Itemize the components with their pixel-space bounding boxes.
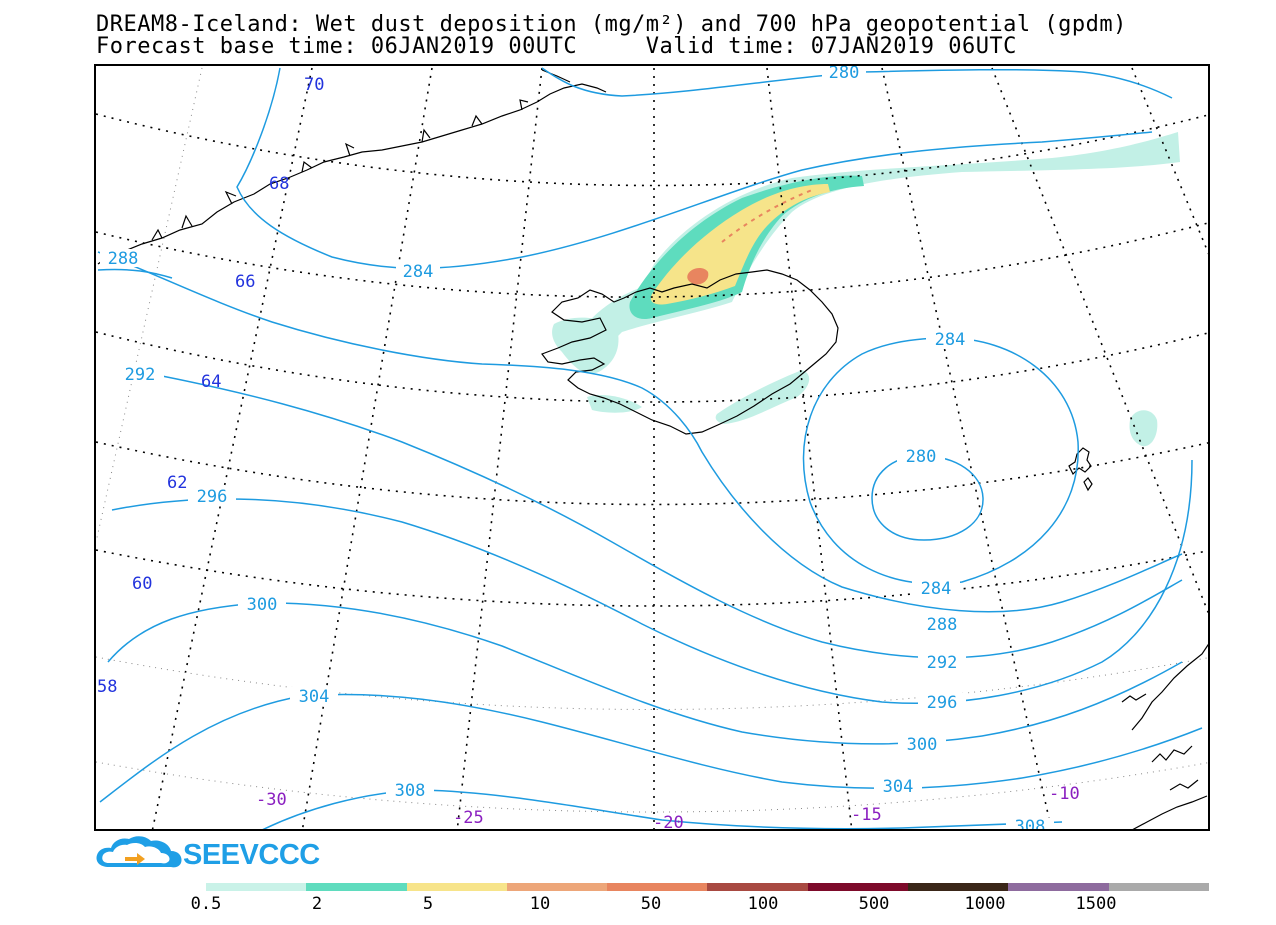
contour-284-low [802,337,1079,585]
legend-swatch [506,883,608,891]
longitude-label: -15 [851,805,882,825]
geopotential-contours [97,67,1203,829]
legend-swatch [807,883,909,891]
map-canvas: 280 284 288 288 292 292 296 296 300 300 … [96,66,1208,831]
contour-label: 284 [403,262,434,282]
contour-300 [107,602,1183,745]
dust-plume-orange-spot [687,268,709,285]
legend-label: 1000 [964,894,1006,914]
contour-label: 280 [829,66,860,83]
contour-label: 284 [921,579,952,599]
legend-swatch [607,883,708,891]
coastlines [97,69,1208,829]
legend-swatch [1008,883,1109,891]
contour-label: 280 [906,447,937,467]
legend-label: 2 [311,894,323,914]
contour-label: 292 [125,365,156,385]
contour-west-coast [97,268,173,279]
graticule [96,67,1208,829]
contour-labels: 280 284 288 288 292 292 296 296 300 300 … [100,66,1054,831]
longitude-label: -30 [256,790,287,810]
legend-label: 0.5 [190,894,222,914]
seevccc-logo-text: SEEVCCC [183,839,320,871]
latitude-label: 62 [167,473,187,493]
legend-swatch [306,883,407,891]
contour-label: 288 [108,249,139,269]
legend-swatch [707,883,808,891]
contour-304 [99,693,1203,803]
legend-labels: 0.5 2 5 10 50 100 500 1000 1500 [0,894,1276,914]
longitude-label: -10 [1049,784,1080,804]
latitude-label: 60 [132,574,152,594]
legend-label: 5 [422,894,434,914]
latitude-labels: 70 68 66 64 62 60 58 [97,75,324,697]
contour-284-north [236,67,1153,269]
contour-296 [111,459,1193,704]
legend-swatch [908,883,1009,891]
contour-label: 308 [1015,817,1046,831]
cloud-arrow-icon [96,836,182,868]
longitude-label: -25 [453,808,484,828]
latitude-label: 70 [304,75,324,95]
legend-swatch [406,883,507,891]
contour-label: 296 [197,487,228,507]
contour-label: 308 [395,781,426,801]
legend-swatch [1108,883,1209,891]
legend-label: 100 [747,894,779,914]
legend-label: 50 [640,894,662,914]
contour-308 [262,789,1063,829]
longitude-label: -20 [653,813,684,831]
color-legend [206,883,1209,891]
map-title: DREAM8-Iceland: Wet dust deposition (mg/… [96,12,1127,37]
contour-292 [161,375,1183,659]
contour-label: 300 [907,735,938,755]
contour-label: 300 [247,595,278,615]
contour-288 [97,251,1183,613]
legend-label: 10 [529,894,551,914]
contour-label: 288 [927,615,958,635]
contour-label: 304 [883,777,914,797]
contour-280-low [871,455,984,541]
dust-patch-east [1129,410,1158,447]
faroe-islands [1068,447,1093,492]
graticule-faint [96,67,1208,813]
dust-plume-light [580,132,1180,355]
map-subtitle-times: Forecast base time: 06JAN2019 00UTC Vali… [96,34,1017,59]
dust-patch-south [715,370,810,424]
contour-label: 284 [935,330,966,350]
norway-coast [1121,643,1208,829]
iceland-coast [541,269,839,435]
map-panel: 280 284 288 288 292 292 296 296 300 300 … [94,64,1210,831]
latitude-label: 64 [201,372,221,392]
greenland-coast [97,69,607,265]
contour-label: 292 [927,653,958,673]
contour-label: 304 [299,687,330,707]
dust-plume-dashed-core [721,189,813,243]
latitude-label: 66 [235,272,255,292]
contour-label: 296 [927,693,958,713]
legend-swatch [206,883,307,891]
legend-label: 500 [858,894,890,914]
latitude-label: 58 [97,677,117,697]
latitude-label: 68 [269,174,289,194]
legend-label: 1500 [1075,894,1117,914]
dust-patch-southwest [587,395,642,413]
longitude-labels: -30 -25 -20 -15 -10 [256,784,1080,831]
